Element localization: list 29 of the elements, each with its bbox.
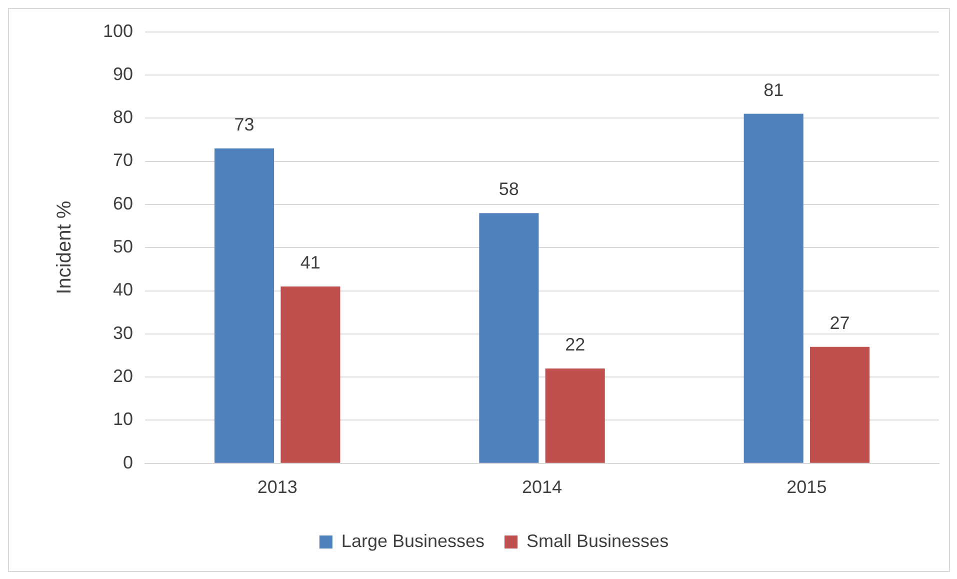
y-tick-label: 50: [113, 236, 134, 257]
data-label: 81: [764, 80, 784, 100]
y-tick-label: 80: [113, 107, 134, 128]
data-label: 58: [498, 179, 519, 200]
x-tick-label: 2015: [786, 477, 827, 498]
data-label: 22: [565, 334, 586, 354]
y-tick-label: 30: [113, 322, 134, 343]
y-tick-label: 60: [113, 193, 134, 214]
y-tick-label: 90: [113, 64, 134, 84]
x-tick-label: 2013: [257, 477, 298, 498]
data-label: 27: [830, 312, 850, 333]
data-label: 73: [234, 114, 254, 134]
legend-label: Small Businesses: [526, 530, 669, 551]
legend-label: Large Businesses: [341, 530, 485, 551]
y-tick-label: 0: [123, 452, 134, 472]
y-tick-label: 40: [113, 280, 134, 300]
bar: [744, 114, 804, 463]
y-axis-title: Incident %: [54, 200, 76, 294]
y-tick-label: 100: [102, 20, 134, 41]
bar: [545, 368, 605, 463]
bar: [214, 148, 274, 463]
x-tick-label: 2014: [522, 477, 562, 498]
bar: [479, 213, 539, 463]
y-tick-label: 10: [113, 409, 134, 430]
y-tick-label: 70: [113, 150, 134, 170]
bar: [280, 286, 340, 463]
y-tick-label: 20: [113, 366, 134, 386]
bar: [810, 346, 870, 463]
data-label: 41: [300, 252, 320, 272]
